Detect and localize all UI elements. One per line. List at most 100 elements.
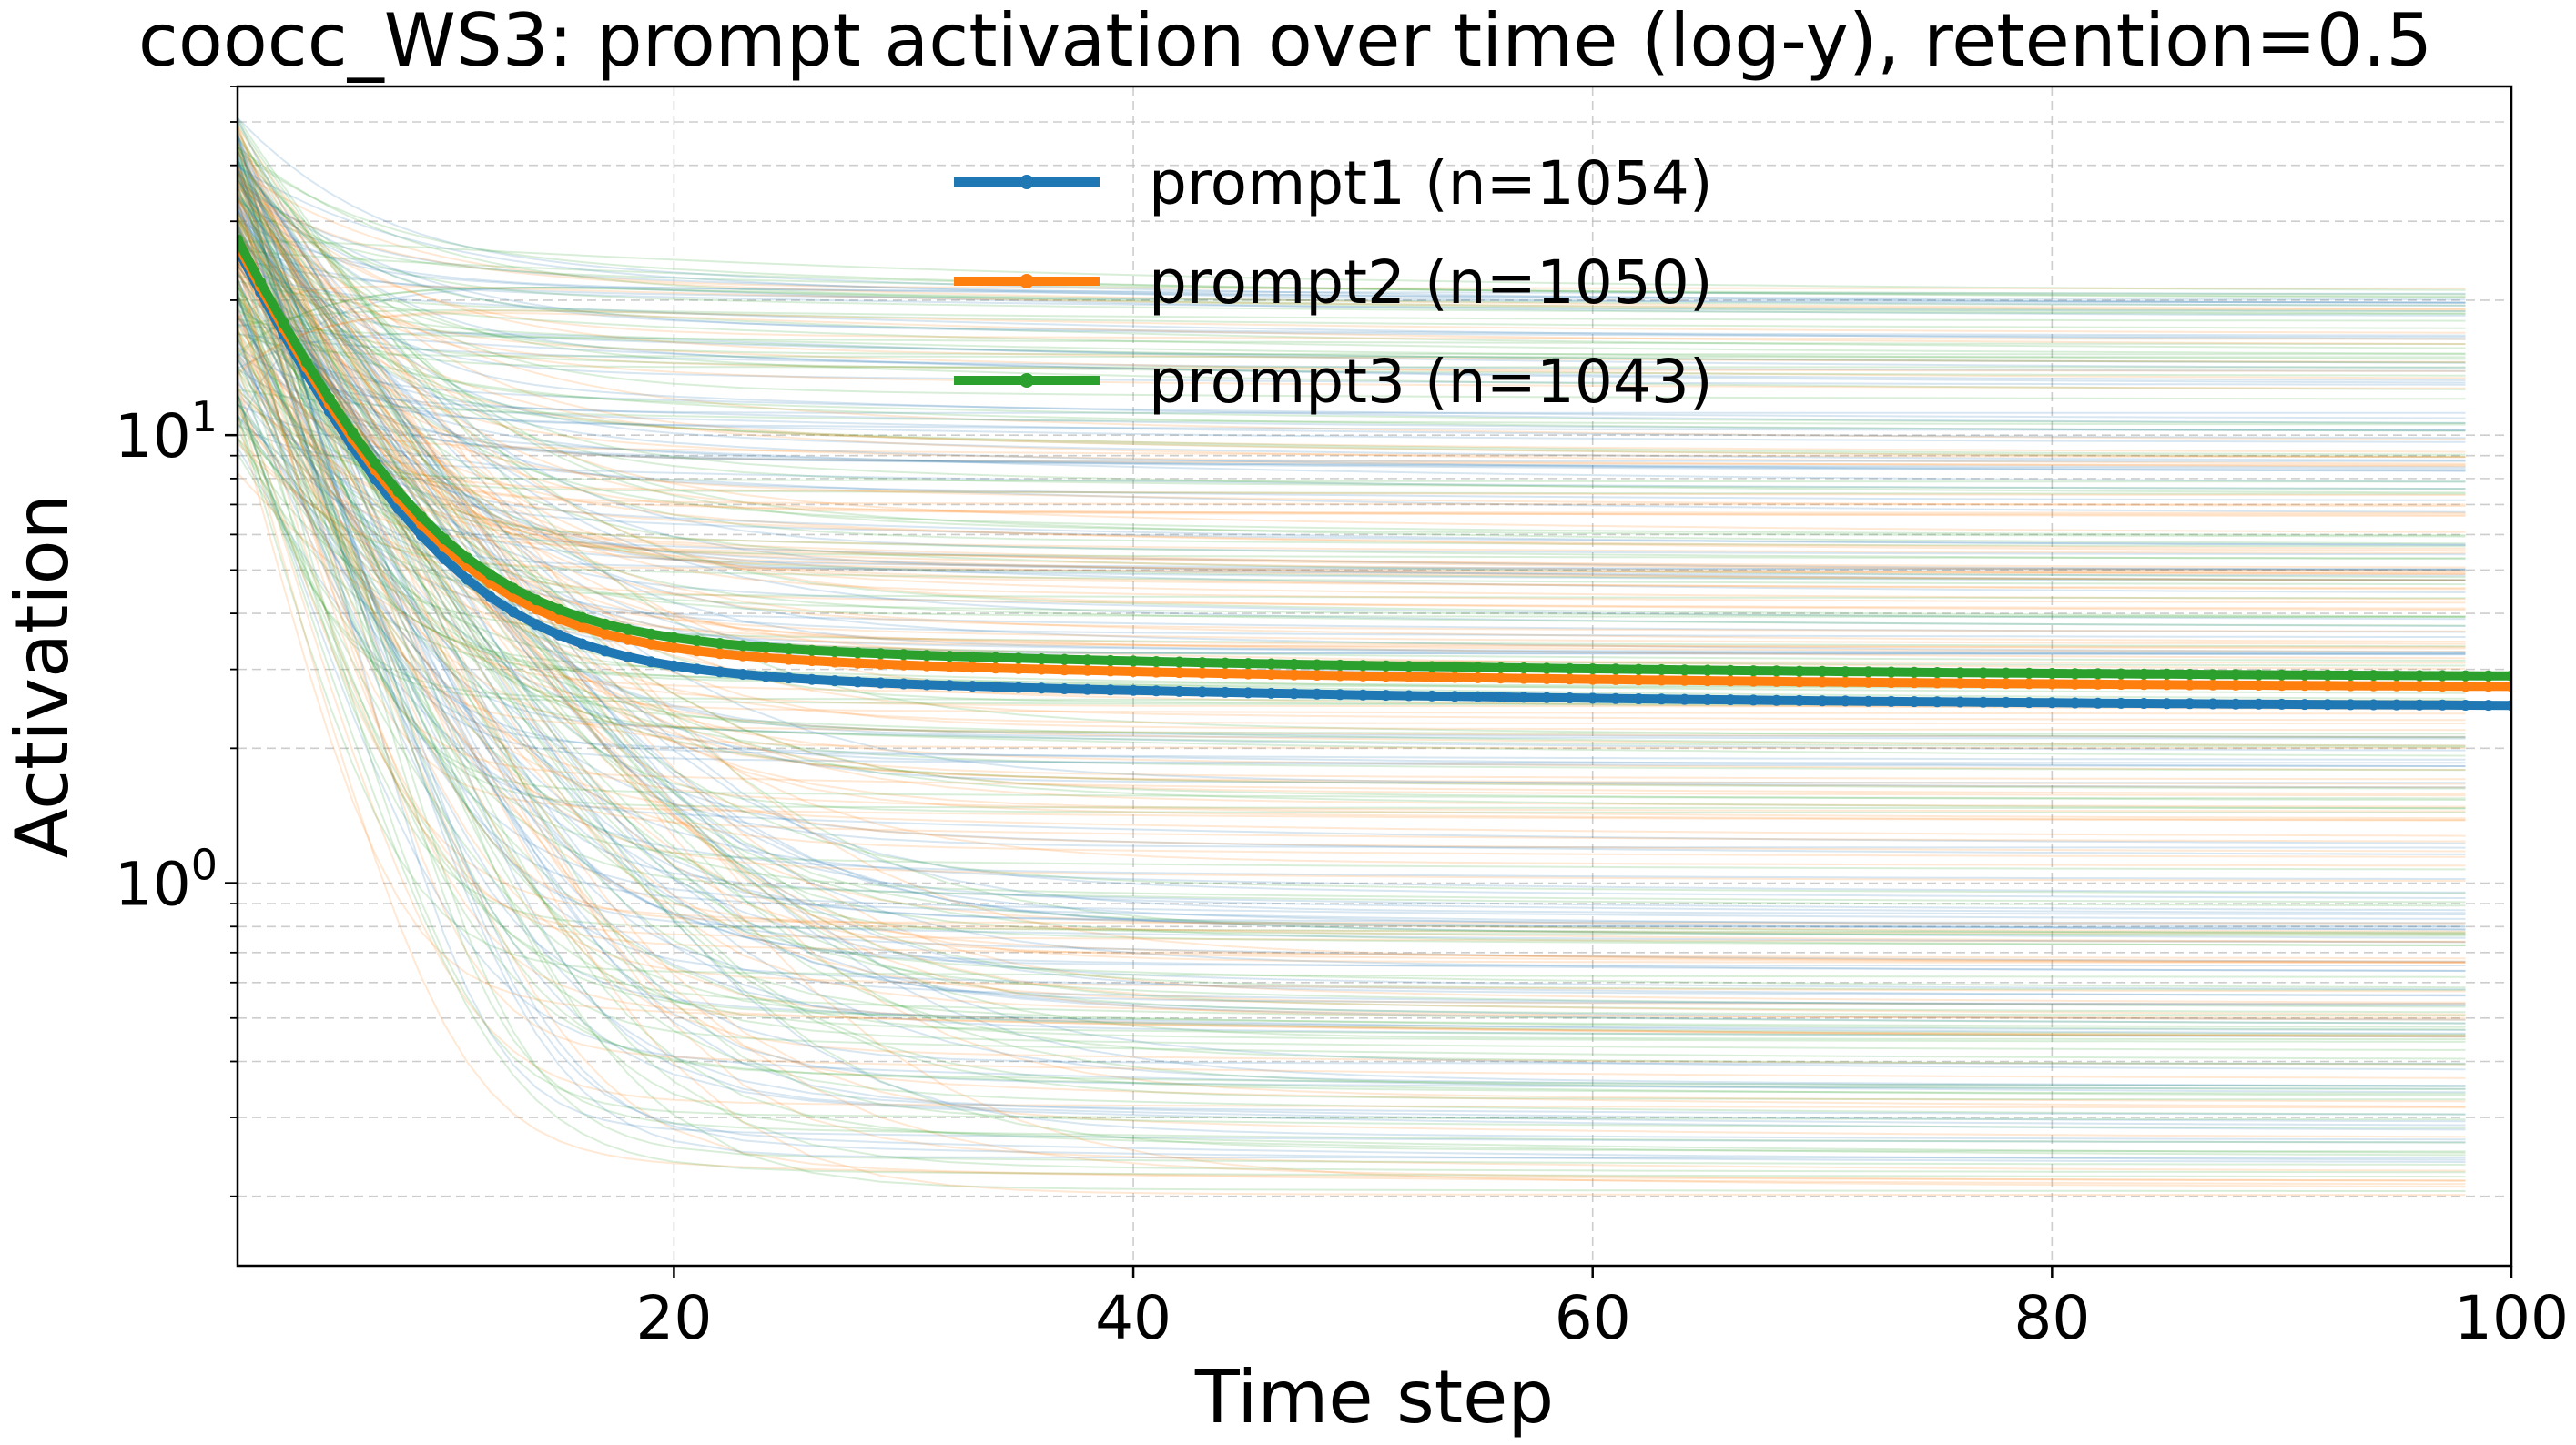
mean-line-point	[989, 681, 1001, 692]
individual-trace	[238, 292, 2466, 377]
mean-line-point	[2459, 681, 2471, 692]
mean-line-point	[2276, 698, 2287, 710]
individual-trace	[238, 332, 2466, 359]
individual-trace	[238, 388, 2466, 1109]
mean-line-point	[1725, 694, 1737, 706]
mean-line-point	[1885, 666, 1897, 678]
mean-line-point	[944, 680, 956, 692]
mean-lines	[238, 234, 2511, 712]
individual-trace	[238, 400, 2466, 1025]
individual-trace	[238, 184, 2466, 337]
individual-trace	[238, 245, 2466, 973]
individual-trace	[238, 206, 2466, 767]
x-tick-label: 40	[1095, 1283, 1171, 1353]
individual-trace	[238, 173, 2466, 604]
mean-line-point	[2390, 699, 2402, 711]
mean-line-point	[921, 679, 932, 691]
individual-trace	[238, 395, 2466, 1094]
individual-trace	[238, 187, 2466, 1079]
mean-line-point	[2184, 698, 2196, 710]
mean-line-point	[2092, 668, 2104, 680]
individual-trace	[238, 195, 2466, 627]
individual-trace	[238, 116, 2466, 304]
individual-trace	[238, 369, 2466, 904]
individual-trace	[238, 424, 2466, 490]
individual-trace	[238, 150, 2466, 1004]
mean-line-point	[852, 676, 864, 688]
individual-trace	[238, 279, 2466, 355]
mean-line-point	[1288, 659, 1300, 670]
individual-trace	[238, 332, 2466, 369]
mean-line-point	[2437, 670, 2449, 682]
individual-trace	[238, 224, 2466, 1087]
individual-trace	[238, 179, 2466, 915]
mean-line-point	[1059, 653, 1070, 665]
mean-line-point	[2069, 697, 2081, 709]
individual-trace	[238, 162, 2466, 991]
individual-trace	[238, 298, 2466, 1116]
individual-trace	[238, 181, 2466, 514]
mean-line-point	[1701, 675, 1713, 687]
mean-line-point	[2506, 700, 2511, 712]
individual-trace	[238, 258, 2466, 993]
individual-trace	[238, 163, 2466, 381]
plot-frame	[236, 85, 2513, 1268]
mean-line-point	[1817, 676, 1828, 688]
mean-line-point	[2345, 670, 2357, 681]
individual-trace	[238, 152, 2466, 654]
chart-title: coocc_WS3: prompt activation over time (…	[138, 0, 2432, 83]
individual-trace	[238, 422, 2466, 790]
individual-trace	[238, 156, 2466, 501]
mean-line-point	[1633, 663, 1645, 675]
mean-line-point	[1265, 687, 1277, 699]
mean-line-point	[2414, 699, 2426, 711]
mean-line-point	[921, 650, 932, 662]
individual-trace	[238, 274, 2466, 468]
mean-line-point	[1380, 690, 1392, 702]
individual-trace	[238, 274, 2466, 322]
individual-trace	[238, 242, 2466, 453]
mean-line-point	[1977, 678, 1989, 689]
individual-trace	[238, 281, 2466, 810]
mean-line-point	[1472, 691, 1484, 702]
mean-line-point	[875, 648, 887, 660]
individual-trace	[238, 172, 2466, 316]
individual-trace	[238, 125, 2466, 1038]
individual-trace	[238, 346, 2466, 724]
mean-line-point	[2115, 668, 2127, 680]
mean-line-point	[2184, 669, 2196, 680]
individual-trace	[238, 264, 2466, 593]
individual-trace	[238, 437, 2466, 648]
individual-trace	[238, 142, 2466, 619]
mean-line-point	[1012, 682, 1024, 693]
mean-line-point	[1012, 652, 1024, 664]
mean-line-point	[1701, 664, 1713, 676]
individual-trace	[238, 217, 2466, 781]
mean-line-point	[2414, 680, 2426, 692]
individual-trace	[238, 323, 2466, 384]
mean-line-point	[553, 603, 565, 615]
individual-trace	[238, 243, 2466, 1031]
individual-trace	[238, 428, 2466, 1037]
mean-line-point	[852, 657, 864, 669]
individual-trace	[238, 225, 2466, 855]
mean-line-point	[1495, 662, 1506, 673]
individual-trace	[238, 135, 2466, 581]
individual-trace	[238, 279, 2466, 574]
individual-trace	[238, 151, 2466, 821]
individual-trace	[238, 209, 2466, 928]
individual-trace	[238, 133, 2466, 844]
mean-line-point	[691, 645, 703, 657]
individual-trace	[238, 157, 2466, 944]
individual-trace	[238, 262, 2466, 1138]
individual-trace	[238, 305, 2466, 960]
mean-line-point	[1128, 684, 1140, 696]
individual-trace	[238, 415, 2466, 638]
individual-trace	[238, 193, 2466, 490]
individual-trace	[238, 237, 2466, 389]
individual-trace	[238, 126, 2466, 964]
mean-line-point	[2390, 670, 2402, 682]
mean-line-point	[1862, 666, 1874, 678]
mean-line-point	[599, 618, 611, 630]
individual-trace	[238, 222, 2466, 927]
